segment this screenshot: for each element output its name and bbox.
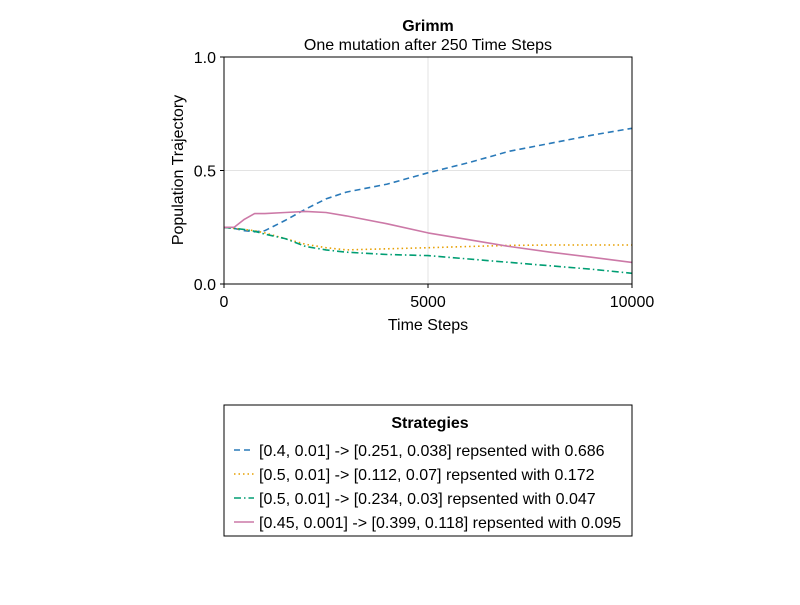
legend-label-1: [0.4, 0.01] -> [0.251, 0.038] repsented … bbox=[259, 443, 605, 460]
legend: Strategies [0.4, 0.01] -> [0.251, 0.038]… bbox=[223, 404, 633, 537]
series-line-3 bbox=[223, 226, 633, 275]
x-tick-label: 5000 bbox=[410, 294, 446, 311]
x-tick-label: 0 bbox=[220, 294, 229, 311]
series-lines bbox=[223, 127, 633, 275]
y-axis-label: Population Trajectory bbox=[170, 95, 187, 245]
chart-subtitle: One mutation after 250 Time Steps bbox=[304, 37, 552, 54]
legend-label-3: [0.5, 0.01] -> [0.234, 0.03] repsented w… bbox=[259, 491, 596, 508]
axis-ticks: 0 5000 10000 0.0 0.5 1.0 bbox=[194, 50, 655, 311]
grid bbox=[224, 57, 632, 284]
series-line-4 bbox=[224, 210, 633, 264]
y-tick-label: 0.5 bbox=[194, 164, 216, 181]
legend-items: [0.4, 0.01] -> [0.251, 0.038] repsented … bbox=[234, 443, 621, 532]
chart-title: Grimm bbox=[402, 18, 454, 35]
y-tick-label: 1.0 bbox=[194, 50, 216, 67]
legend-label-4: [0.45, 0.001] -> [0.399, 0.118] repsente… bbox=[259, 515, 621, 532]
x-axis-label: Time Steps bbox=[388, 317, 468, 334]
series-line-1 bbox=[223, 127, 633, 233]
legend-label-2: [0.5, 0.01] -> [0.112, 0.07] repsented w… bbox=[259, 467, 595, 484]
y-tick-label: 0.0 bbox=[194, 277, 216, 294]
legend-box bbox=[223, 404, 633, 537]
legend-title: Strategies bbox=[391, 415, 468, 432]
x-tick-label: 10000 bbox=[610, 294, 655, 311]
